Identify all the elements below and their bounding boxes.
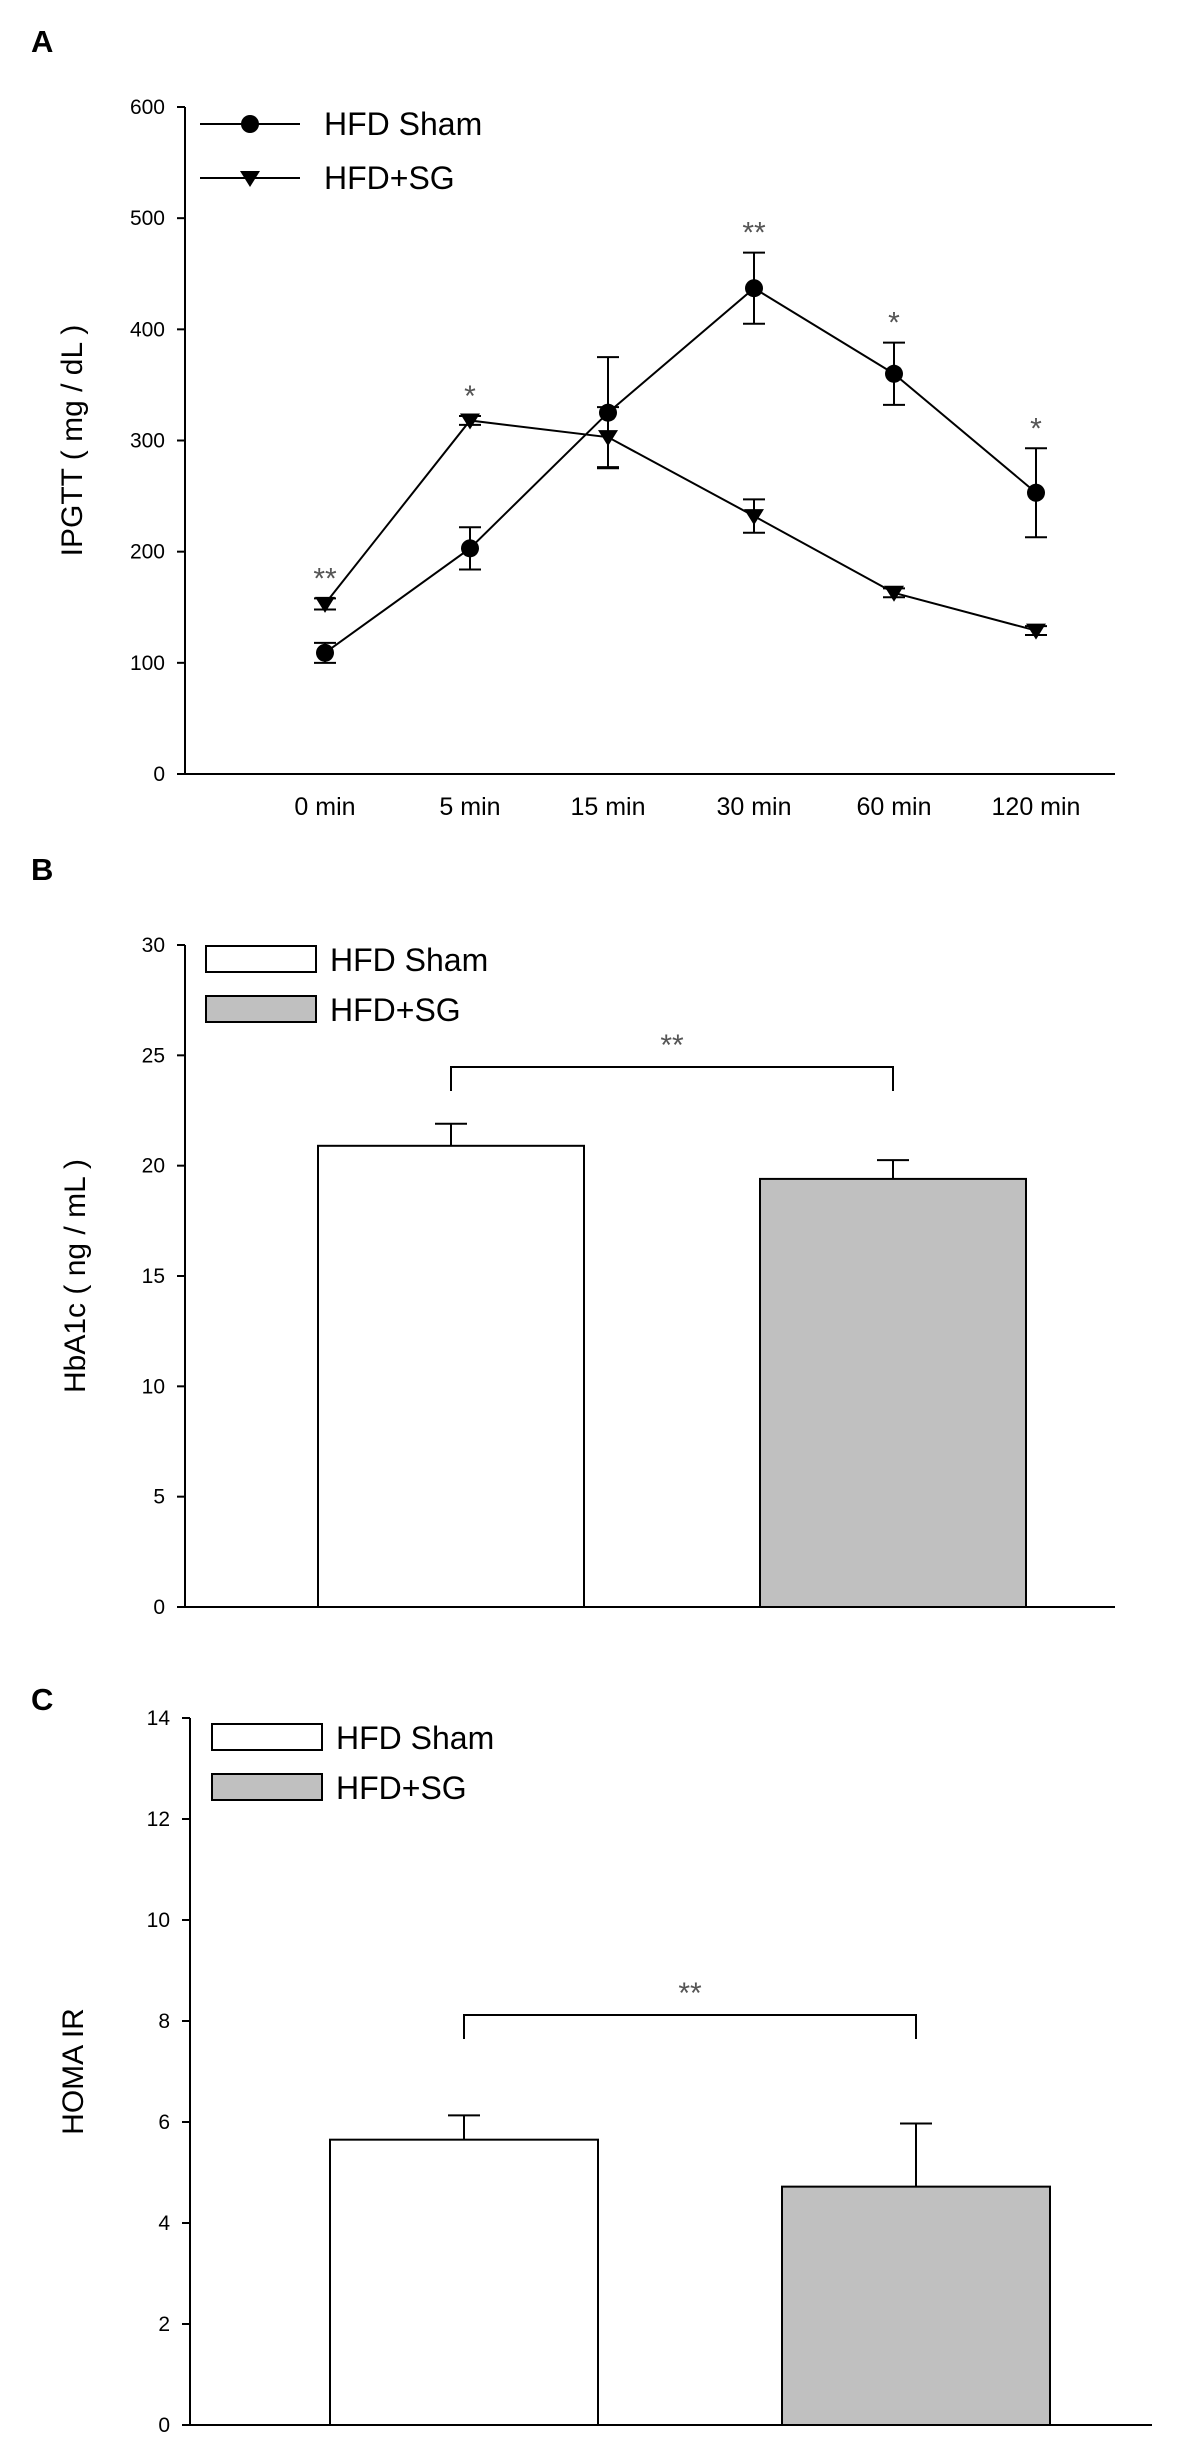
significance-label: ** (660, 1029, 684, 1062)
y-axis-label: HbA1c ( ng / mL ) (59, 1159, 92, 1393)
legend-label: HFD+SG (330, 992, 461, 1028)
bar-group-hfd-sg (781, 2122, 1051, 2427)
significance-label: ** (742, 217, 766, 250)
bar (329, 2138, 599, 2426)
panel-letter: B (31, 852, 54, 887)
legend-marker (241, 115, 259, 133)
legend: HFD Sham HFD+SG (211, 1720, 494, 1806)
x-tick-label: 30 min (716, 793, 791, 821)
bar-group-hfd-sg (759, 1159, 1027, 1608)
data-point (316, 643, 334, 662)
data-point (745, 279, 763, 298)
data-point (460, 413, 480, 430)
data-point (315, 596, 335, 613)
panel-c: C 0 2 4 6 8 10 12 14 HOMA IR ** HFD Sham HFD+SG (0, 1660, 1200, 2440)
x-tick-label: 15 min (570, 793, 645, 821)
y-tick-label: 4 (158, 2212, 170, 2235)
bar-group-hfd-sham (317, 1122, 585, 1608)
legend-swatch (211, 1723, 323, 1751)
legend-label: HFD+SG (324, 160, 455, 196)
y-tick-label: 6 (158, 2111, 170, 2134)
y-tick-label: 500 (130, 207, 165, 230)
ipgtt-line-chart: 0 100 200 300 400 500 600 IPGTT ( mg / dL ) 0 mi… (56, 96, 1115, 821)
y-tick-label: 2 (158, 2313, 170, 2336)
bar (759, 1177, 1027, 1608)
y-tick-label: 10 (142, 1375, 165, 1398)
y-axis-label: HOMA IR (57, 2008, 90, 2135)
data-point (1027, 483, 1045, 502)
series-hfd-sham (314, 251, 1047, 664)
y-tick-label: 14 (147, 1707, 171, 1730)
y-tick-label: 0 (158, 2414, 170, 2437)
significance-bracket (450, 1066, 894, 1091)
x-tick-label: 120 min (992, 793, 1081, 821)
significance-label: ** (678, 1977, 702, 2010)
y-tick-label: 5 (153, 1486, 165, 1509)
significance-label: * (464, 380, 476, 413)
legend-label: HFD+SG (336, 1770, 467, 1806)
significance-bracket (463, 2014, 917, 2039)
x-tick-label: 60 min (856, 793, 931, 821)
legend: HFD Sham HFD+SG (200, 106, 482, 196)
y-tick-label: 12 (147, 1808, 170, 1831)
y-tick-label: 400 (130, 318, 165, 341)
homa-ir-bar-chart: 0 2 4 6 8 10 12 14 HOMA IR ** HFD Sham HFD+SG (57, 1707, 1152, 2437)
y-tick-label: 0 (153, 763, 165, 786)
series-line (324, 286, 1037, 654)
y-tick-label: 20 (142, 1155, 165, 1178)
panel-b: B 0 5 10 15 20 25 30 HbA1c ( ng / mL ) ** HFD Sha… (0, 830, 1200, 1620)
y-axis-label: IPGTT ( mg / dL ) (56, 325, 89, 557)
x-tick-label: 5 min (439, 793, 500, 821)
significance-label: * (888, 307, 900, 340)
panel-a: A 0 100 200 300 400 500 600 IPGTT ( mg / dL ) 0 … (0, 0, 1200, 821)
data-point (598, 430, 618, 447)
bar (781, 2185, 1051, 2427)
series-hfd-sg (314, 406, 1047, 640)
x-tick-label: 0 min (294, 793, 355, 821)
y-tick-label: 8 (158, 2010, 170, 2033)
y-tick-label: 600 (130, 96, 165, 119)
y-tick-label: 10 (147, 1909, 170, 1932)
significance-label: ** (313, 562, 337, 595)
legend-swatch (211, 1773, 323, 1801)
data-point (461, 539, 479, 558)
bar (317, 1144, 585, 1608)
data-point (884, 585, 904, 602)
legend: HFD Sham HFD+SG (205, 942, 488, 1028)
legend-label: HFD Sham (336, 1720, 494, 1756)
legend-swatch (205, 945, 317, 973)
legend-label: HFD Sham (330, 942, 488, 978)
data-point (744, 509, 764, 526)
bar-group-hfd-sham (329, 2114, 599, 2426)
y-tick-label: 30 (142, 934, 165, 957)
y-tick-label: 200 (130, 541, 165, 564)
significance-label: * (1030, 412, 1042, 445)
legend-label: HFD Sham (324, 106, 482, 142)
y-tick-label: 0 (153, 1596, 165, 1619)
legend-marker (240, 171, 260, 187)
y-tick-label: 15 (142, 1265, 165, 1288)
data-point (1026, 623, 1046, 640)
y-tick-label: 100 (130, 652, 165, 675)
y-tick-label: 300 (130, 430, 165, 453)
legend-swatch (205, 995, 317, 1023)
panel-letter: A (31, 24, 54, 59)
series-line (324, 419, 1037, 632)
data-point (885, 364, 903, 383)
y-tick-label: 25 (142, 1044, 165, 1067)
panel-letter: C (31, 1682, 54, 1717)
